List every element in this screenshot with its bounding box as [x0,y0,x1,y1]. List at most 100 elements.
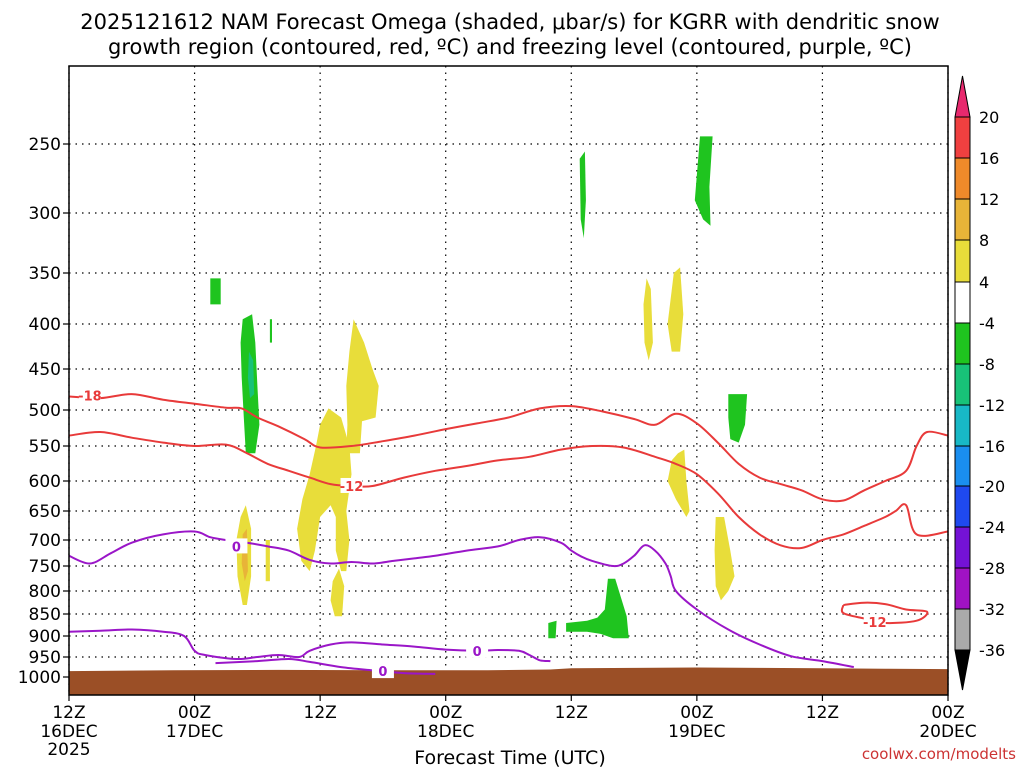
contour-label-bg [340,477,363,493]
plot-background [69,66,948,695]
colorbar-swatch [954,445,971,487]
contour-label: 0 [378,665,387,680]
x-tick-label: 12Z [555,703,588,723]
omega-region [714,517,735,601]
colorbar-swatch [954,363,971,406]
colorbar-swatch [954,157,971,200]
contour-line [68,393,949,503]
colorbar-swatch [954,239,971,283]
x-tick-year: 2025 [47,740,90,760]
chart-title-line2: growth region (contoured, red, ºC) and f… [108,35,912,59]
contour-line [68,628,551,663]
colorbar: 20 16 12 8 4 -4 -8 -12 -16 -20 -24 -28 -32 -36 [954,75,1005,691]
x-tick-label: 00Z [178,703,211,723]
omega-region [667,267,684,352]
terrain-ground [69,667,948,695]
colorbar-tick-label: 16 [979,149,999,168]
omega-region [579,151,586,239]
y-tick-label: 1000 [18,668,61,688]
colorbar-swatch [954,116,971,159]
omega-region [247,351,255,399]
plot-frame [68,65,949,696]
omega-region [694,136,713,226]
colorbar-bottom-arrow [954,649,971,691]
contour-label: -12 [340,480,364,495]
colorbar-tick-label: 4 [979,273,989,292]
y-tick-label: 450 [29,360,61,380]
x-tick-label: 00Z [680,703,713,723]
colorbar-tick-label: -12 [979,396,1005,415]
colorbar-top-arrow [954,75,971,118]
contour-label: 0 [473,645,482,660]
y-tick-label: 250 [29,135,61,155]
x-tick-date: 16DEC [40,722,97,742]
colorbar-tick-label: -4 [979,314,995,333]
credit-text: coolwx.com/modelts [862,745,1016,763]
colorbar-swatch [954,404,971,447]
contour-label-bg [863,614,886,630]
contour-label-bg [371,663,394,679]
contour-label-bg [78,387,101,403]
omega-region [297,408,352,572]
y-tick-label: 700 [29,531,61,551]
colorbar-swatch [954,485,971,528]
omega-region [643,278,653,361]
colorbar-tick-label: 12 [979,190,999,209]
y-tick-label: 300 [29,204,61,224]
y-tick-label: 400 [29,315,61,335]
omega-region [210,278,221,305]
x-tick-label: 12Z [304,703,337,723]
plot-area: -18 -12 -12 0 0 0 [68,66,949,695]
omega-region [728,394,748,443]
colorbar-swatch [954,281,971,324]
x-tick-label: 00Z [429,703,462,723]
x-tick-date: 20DEC [919,722,976,742]
contour-line [215,657,436,675]
omega-region [330,568,345,617]
colorbar-tick-label: -28 [979,559,1005,578]
y-tick-label: 600 [29,472,61,492]
x-axis-label: Forecast Time (UTC) [414,747,605,768]
x-tick-date: 17DEC [166,722,223,742]
y-tick-label: 550 [29,437,61,457]
contour-line [840,601,929,625]
y-tick-label: 650 [29,502,61,522]
colorbar-swatch [954,322,971,365]
colorbar-tick-label: 8 [979,231,989,250]
colorbar-tick-label: 20 [979,108,999,127]
contour-label: -12 [863,616,887,631]
omega-region [269,319,272,343]
x-tick-label: 12Z [52,703,85,723]
axes: 2503003504004505005506006507007508008509… [18,65,977,760]
colorbar-tick-label: -36 [979,641,1005,660]
omega-region [346,319,379,454]
colorbar-tick-label: -24 [979,518,1005,537]
y-tick-label: 800 [29,582,61,602]
x-tick-date: 18DEC [417,722,474,742]
colorbar-swatch [954,198,971,241]
contour-line [68,430,949,550]
colorbar-tick-label: -16 [979,437,1005,456]
chart-title-line1: 2025121612 NAM Forecast Omega (shaded, μ… [80,10,939,34]
x-tick-label: 12Z [806,703,839,723]
colorbar-swatch [954,567,971,610]
y-tick-label: 350 [29,264,61,284]
x-tick-label: 00Z [931,703,964,723]
colorbar-swatch [954,608,971,651]
colorbar-tick-label: -20 [979,477,1005,496]
colorbar-tick-label: -8 [979,355,995,374]
y-tick-label: 500 [29,401,61,421]
contour-label-bg [466,642,489,658]
x-tick-date: 19DEC [668,722,725,742]
omega-region [566,578,629,639]
contour-line [68,530,854,669]
colorbar-swatch [954,526,971,569]
contour-label: -18 [78,390,102,405]
contour-label-bg [225,538,248,554]
y-tick-label: 950 [29,648,61,668]
colorbar-tick-label: -32 [979,600,1005,619]
y-tick-label: 750 [29,557,61,577]
contour-label: 0 [232,540,241,555]
omega-region [548,620,557,639]
